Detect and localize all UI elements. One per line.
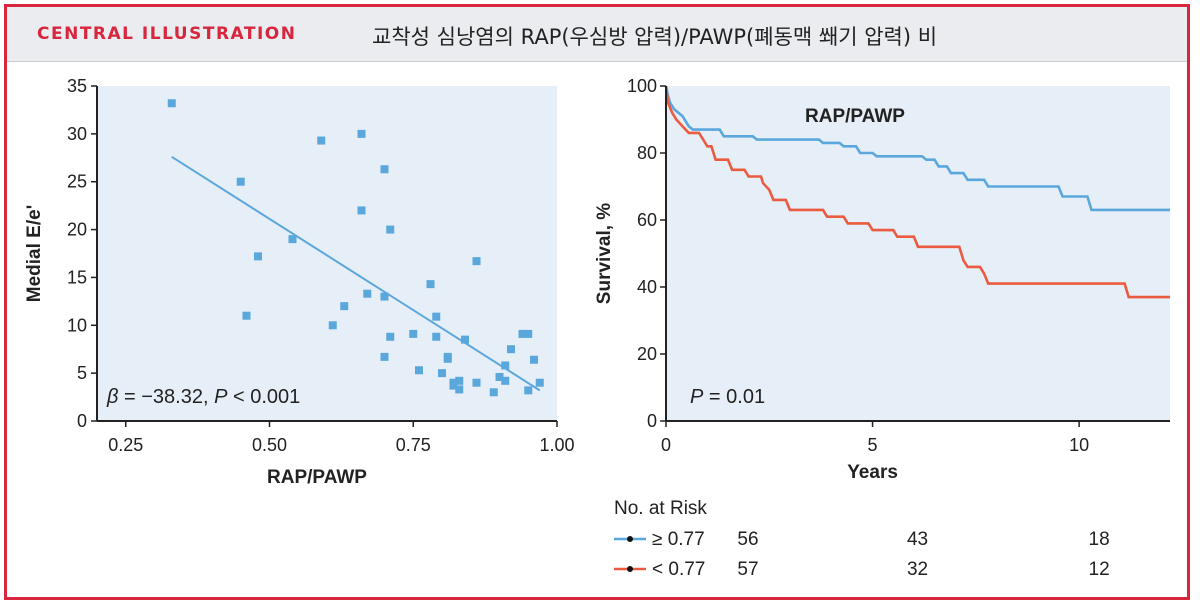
regression-line <box>171 155 541 392</box>
scatter-y-tick-label: 20 <box>67 220 87 240</box>
scatter-y-tick-label: 25 <box>67 172 87 192</box>
scatter-point <box>530 355 538 364</box>
survival-y-tick-label: 100 <box>627 76 657 96</box>
risk-count: 57 <box>737 559 758 580</box>
scatter-point <box>472 378 481 387</box>
scatter-point <box>380 292 389 301</box>
scatter-point <box>501 361 510 370</box>
central-illustration-label: CENTRAL ILLUSTRATION <box>37 24 297 44</box>
scatter-point <box>524 386 533 395</box>
scatter-point <box>386 225 395 234</box>
survival-curve <box>664 85 1170 299</box>
survival-y-tick-label: 40 <box>637 277 657 297</box>
risk-count: 56 <box>737 529 758 550</box>
scatter-point <box>386 332 395 341</box>
p-value: = 0.01 <box>703 386 765 408</box>
risk-row-legend-marker <box>627 536 633 542</box>
scatter-point <box>357 129 366 138</box>
beta-symbol: β <box>106 386 118 408</box>
scatter-point <box>461 335 469 344</box>
scatter-point <box>328 321 337 330</box>
scatter-point <box>535 378 544 387</box>
survival-x-axis-label: Years <box>847 462 898 483</box>
risk-table: No. at Risk ≥ 0.77 56 43 18 < 0.77 57 32 12 <box>614 498 1110 580</box>
scatter-point <box>472 257 481 266</box>
scatter-y-tick-label: 30 <box>67 124 87 144</box>
survival-y-tick-label: 20 <box>637 344 657 364</box>
figure-title: 교착성 심낭염의 RAP(우심방 압력)/PAWP(폐동맥 쐐기 압력) 비 <box>372 25 938 49</box>
scatter-x-axis-label: RAP/PAWP <box>267 467 367 488</box>
risk-count: 43 <box>907 529 928 550</box>
survival-y-axis-label: Survival, % <box>594 203 615 304</box>
scatter-point <box>363 289 372 298</box>
scatter-y-tick-label: 15 <box>67 267 87 287</box>
scatter-y-tick-label: 35 <box>67 76 87 96</box>
scatter-panel: 0 5 10 15 20 25 30 35 0.25 0.50 0.75 1.00 β = −38.3… <box>24 76 575 488</box>
scatter-point <box>288 235 297 244</box>
scatter-point <box>380 165 389 174</box>
scatter-y-tick-label: 0 <box>77 411 87 431</box>
scatter-x-tick-label: 0.75 <box>396 435 431 455</box>
risk-count: 12 <box>1089 559 1110 580</box>
scatter-plot-area <box>97 86 557 421</box>
scatter-point <box>501 376 510 385</box>
survival-x-tick-label: 10 <box>1069 435 1089 455</box>
scatter-point <box>455 385 464 394</box>
risk-row-legend-marker <box>627 566 633 572</box>
scatter-y-axis-label: Medial E/e' <box>24 205 45 302</box>
scatter-point <box>443 354 452 363</box>
scatter-y-tick-label: 5 <box>77 363 87 383</box>
survival-y-tick-label: 0 <box>647 411 657 431</box>
scatter-point <box>524 329 533 338</box>
survival-panel: 0 20 40 60 80 100 0 5 10 RAP/PAWP P = 0.01 Years… <box>594 76 1170 483</box>
beta-value: = −38.32, <box>118 386 214 408</box>
survival-y-tick-label: 80 <box>637 143 657 163</box>
scatter-point <box>317 136 326 145</box>
scatter-point <box>340 302 349 311</box>
survival-series-title: RAP/PAWP <box>805 106 905 127</box>
p-value: < 0.001 <box>227 386 300 408</box>
scatter-point <box>489 388 498 397</box>
p-symbol: P <box>690 386 704 408</box>
scatter-point <box>449 378 458 387</box>
scatter-point <box>242 311 251 320</box>
survival-plot-area <box>666 86 1170 421</box>
risk-count: 18 <box>1089 529 1110 550</box>
survival-y-tick-label: 60 <box>637 210 657 230</box>
scatter-point <box>518 329 527 338</box>
scatter-point <box>415 366 423 375</box>
header-bar: CENTRAL ILLUSTRATION 교착성 심낭염의 RAP(우심방 압력… <box>7 7 1187 62</box>
scatter-point <box>432 332 441 341</box>
scatter-point <box>495 372 504 381</box>
scatter-point <box>236 177 245 186</box>
p-symbol: P <box>214 386 228 408</box>
survival-annotation: P = 0.01 <box>690 386 765 408</box>
risk-row-label: ≥ 0.77 <box>652 529 705 550</box>
scatter-point <box>426 280 435 289</box>
survival-x-tick-label: 5 <box>868 435 878 455</box>
scatter-point <box>409 329 418 338</box>
scatter-point <box>507 345 515 354</box>
scatter-point <box>380 352 389 361</box>
risk-count: 32 <box>907 559 928 580</box>
scatter-x-tick-label: 0.25 <box>108 435 143 455</box>
scatter-point <box>438 369 446 378</box>
risk-row-label: < 0.77 <box>652 559 705 580</box>
scatter-y-tick-label: 10 <box>67 315 87 335</box>
scatter-point <box>455 376 464 385</box>
survival-x-tick-label: 0 <box>661 435 671 455</box>
scatter-x-tick-label: 1.00 <box>539 435 574 455</box>
scatter-point <box>357 206 366 215</box>
survival-curve <box>664 85 1170 212</box>
scatter-point <box>167 99 176 108</box>
scatter-x-tick-label: 0.50 <box>252 435 287 455</box>
risk-table-title: No. at Risk <box>614 498 707 519</box>
scatter-annotation: β = −38.32, P < 0.001 <box>106 386 300 408</box>
scatter-point <box>432 312 441 321</box>
scatter-point <box>254 252 262 261</box>
